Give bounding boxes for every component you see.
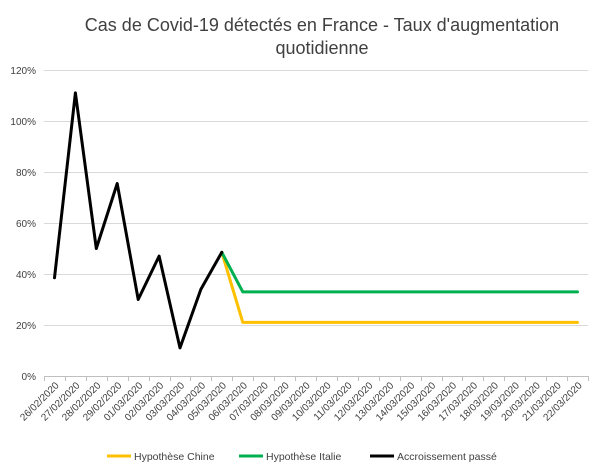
series-lines	[53, 91, 579, 350]
series-line-1	[220, 250, 579, 294]
y-tick-label: 80%	[16, 168, 36, 179]
y-tick-label: 40%	[16, 270, 36, 281]
legend-label: Accroissement passé	[397, 451, 497, 463]
y-tick-label: 0%	[22, 372, 37, 383]
chart-title-line-2: quotidienne	[275, 38, 368, 58]
x-axis-ticks: 26/02/202027/02/202028/02/202029/02/2020…	[18, 376, 589, 424]
legend: Hypothèse Chine Hypothèse Italie Accroisse…	[107, 451, 497, 463]
series-line-0	[220, 250, 579, 324]
legend-label: Hypothèse Italie	[266, 451, 341, 463]
y-tick-label: 120%	[10, 66, 36, 77]
series-line-2	[53, 91, 224, 350]
y-tick-label: 60%	[16, 219, 36, 230]
y-axis-ticks: 0% 20% 40% 60% 80% 100% 120%	[10, 66, 36, 383]
y-tick-label: 100%	[10, 117, 36, 128]
y-tick-label: 20%	[16, 321, 36, 332]
chart-title-line-1: Cas de Covid-19 détectés en France - Tau…	[85, 15, 559, 35]
legend-label: Hypothèse Chine	[134, 451, 215, 463]
